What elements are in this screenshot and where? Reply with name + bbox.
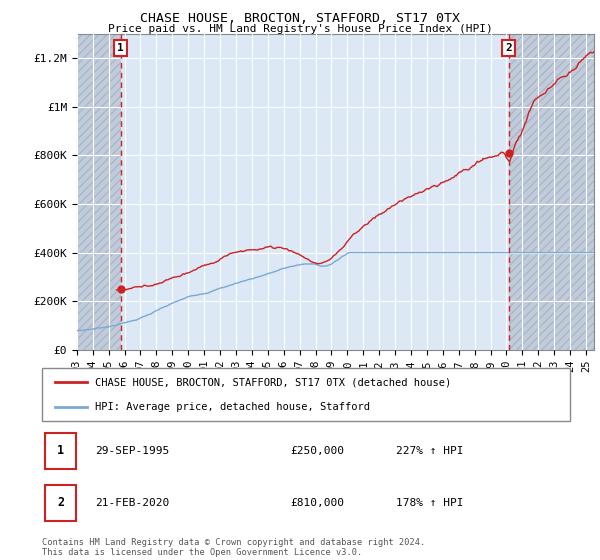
Text: Contains HM Land Registry data © Crown copyright and database right 2024.
This d: Contains HM Land Registry data © Crown c… (42, 538, 425, 557)
Bar (44, 485, 76, 521)
Bar (509, 34, 594, 350)
Text: 1: 1 (57, 445, 64, 458)
Text: £810,000: £810,000 (290, 498, 344, 508)
Text: 178% ↑ HPI: 178% ↑ HPI (396, 498, 463, 508)
Bar (44, 433, 76, 469)
Text: HPI: Average price, detached house, Stafford: HPI: Average price, detached house, Staf… (95, 402, 370, 412)
Text: 227% ↑ HPI: 227% ↑ HPI (396, 446, 463, 456)
Text: £250,000: £250,000 (290, 446, 344, 456)
Text: 2: 2 (505, 43, 512, 53)
Text: 1: 1 (117, 43, 124, 53)
Text: CHASE HOUSE, BROCTON, STAFFORD, ST17 0TX (detached house): CHASE HOUSE, BROCTON, STAFFORD, ST17 0TX… (95, 377, 451, 388)
Bar (77, 34, 121, 350)
Text: 2: 2 (57, 496, 64, 510)
Bar (509, 34, 594, 350)
Text: Price paid vs. HM Land Registry's House Price Index (HPI): Price paid vs. HM Land Registry's House … (107, 24, 493, 34)
Text: CHASE HOUSE, BROCTON, STAFFORD, ST17 0TX: CHASE HOUSE, BROCTON, STAFFORD, ST17 0TX (140, 12, 460, 25)
Text: 21-FEB-2020: 21-FEB-2020 (95, 498, 169, 508)
Bar (77, 34, 121, 350)
Text: 29-SEP-1995: 29-SEP-1995 (95, 446, 169, 456)
